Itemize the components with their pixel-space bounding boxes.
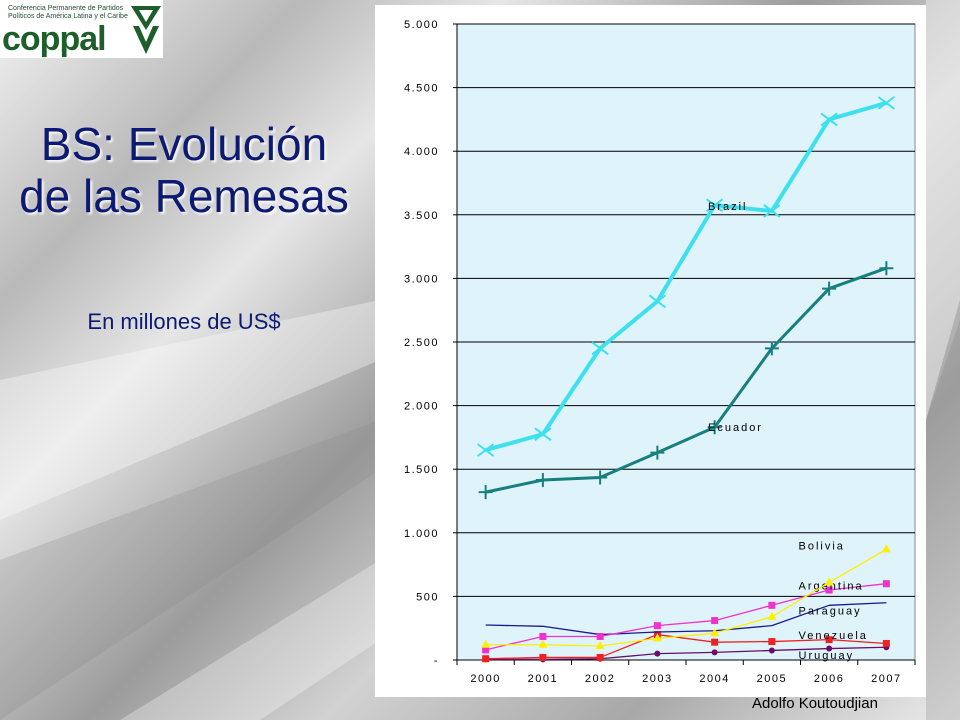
series-label-uruguay: Uruguay bbox=[799, 650, 855, 662]
series-line-ecuador bbox=[485, 266, 887, 494]
logo-organization-text: Conferencia Permanente de Partidos Polít… bbox=[8, 5, 128, 20]
series-label-paraguay: Paraguay bbox=[799, 605, 862, 617]
data-point-brazil bbox=[534, 427, 552, 442]
x-tick-label: 2003 bbox=[642, 673, 672, 685]
x-tick-label: 2000 bbox=[470, 673, 500, 685]
series-line-paraguay bbox=[485, 602, 887, 636]
data-point-brazil bbox=[591, 341, 609, 356]
slide-subtitle: En millones de US$ bbox=[87, 309, 281, 334]
data-point-brazil bbox=[763, 204, 781, 218]
series-line-argentina bbox=[485, 583, 887, 651]
data-point-bolivia bbox=[538, 639, 548, 648]
data-point-venezuela bbox=[825, 636, 833, 644]
x-tick-label: 2002 bbox=[585, 673, 615, 685]
y-tick-label: 2.500 bbox=[404, 337, 439, 349]
data-point-venezuela bbox=[768, 638, 776, 646]
author-credit: Adolfo Koutoudjian bbox=[752, 695, 878, 712]
data-point-uruguay bbox=[768, 647, 775, 654]
y-tick-label: 3.500 bbox=[404, 210, 439, 222]
data-point-bolivia bbox=[710, 628, 720, 637]
x-tick-label: 2006 bbox=[814, 673, 844, 685]
x-tick-label: 2007 bbox=[871, 673, 901, 685]
x-tick-label: 2001 bbox=[528, 673, 558, 685]
data-point-venezuela bbox=[596, 653, 604, 661]
data-point-ecuador bbox=[535, 473, 550, 488]
data-point-venezuela bbox=[711, 638, 719, 646]
data-point-argentina bbox=[482, 646, 490, 654]
remittances-line-chart: - 500 1.000 1.500 2.000 2.500 3.000 3.500 4.000 4… bbox=[404, 19, 916, 685]
data-point-bolivia bbox=[652, 633, 662, 642]
data-point-ecuador bbox=[764, 341, 779, 356]
data-point-brazil bbox=[477, 443, 495, 457]
data-point-brazil bbox=[648, 294, 666, 309]
data-point-ecuador bbox=[879, 261, 894, 276]
data-point-uruguay bbox=[711, 649, 718, 656]
y-tick-label: 2.000 bbox=[404, 401, 439, 413]
chart-panel: - 500 1.000 1.500 2.000 2.500 3.000 3.500 4.000 4… bbox=[375, 5, 926, 697]
data-point-uruguay bbox=[654, 650, 661, 657]
y-tick-label: 1.500 bbox=[404, 464, 439, 476]
logo-checkmark-icon bbox=[131, 6, 161, 54]
data-point-argentina bbox=[539, 632, 547, 640]
data-point-argentina bbox=[768, 601, 776, 609]
data-point-brazil bbox=[877, 96, 895, 110]
data-point-bolivia bbox=[481, 639, 491, 648]
data-point-ecuador bbox=[707, 420, 722, 435]
series-label-venezuela: Venezuela bbox=[799, 630, 868, 642]
series-line-uruguay bbox=[485, 646, 887, 661]
data-point-venezuela bbox=[882, 639, 890, 647]
y-tick-label: 3.000 bbox=[404, 273, 439, 285]
data-point-brazil bbox=[706, 198, 724, 213]
data-point-ecuador bbox=[593, 470, 608, 485]
data-point-argentina bbox=[825, 586, 833, 594]
y-tick-label: - bbox=[434, 655, 439, 667]
series-label-bolivia: Bolivia bbox=[799, 541, 845, 553]
data-point-ecuador bbox=[478, 485, 493, 500]
data-point-venezuela bbox=[482, 655, 490, 663]
data-point-bolivia bbox=[881, 544, 891, 553]
data-point-argentina bbox=[653, 622, 661, 630]
data-point-bolivia bbox=[595, 641, 605, 650]
series-line-brazil bbox=[485, 100, 887, 453]
x-tick-label: 2005 bbox=[757, 673, 787, 685]
logo-name: coppal bbox=[2, 20, 107, 58]
y-tick-label: 500 bbox=[416, 591, 439, 603]
y-tick-label: 5.000 bbox=[404, 19, 439, 31]
series-label-brazil: Brazil bbox=[708, 201, 748, 213]
series-label-ecuador: Ecuador bbox=[708, 422, 763, 434]
series-line-venezuela bbox=[485, 633, 887, 660]
data-point-venezuela bbox=[539, 653, 547, 661]
data-point-brazil bbox=[820, 112, 838, 127]
data-point-uruguay bbox=[826, 645, 833, 652]
data-point-bolivia bbox=[824, 577, 834, 586]
data-point-ecuador bbox=[822, 281, 837, 296]
slide-title: BS: Evolución de las Remesas bbox=[19, 118, 349, 222]
series-line-bolivia bbox=[485, 548, 887, 647]
coppal-logo: Conferencia Permanente de Partidos Polít… bbox=[0, 0, 163, 58]
data-point-bolivia bbox=[767, 611, 777, 620]
data-point-argentina bbox=[711, 617, 719, 625]
y-tick-label: 4.500 bbox=[404, 83, 439, 95]
data-point-argentina bbox=[882, 580, 890, 588]
series-label-argentina: Argentina bbox=[799, 581, 864, 593]
x-tick-label: 2004 bbox=[699, 673, 729, 685]
y-tick-label: 4.000 bbox=[404, 146, 439, 158]
data-point-ecuador bbox=[650, 445, 665, 460]
y-tick-label: 1.000 bbox=[404, 528, 439, 540]
data-point-argentina bbox=[596, 632, 604, 640]
